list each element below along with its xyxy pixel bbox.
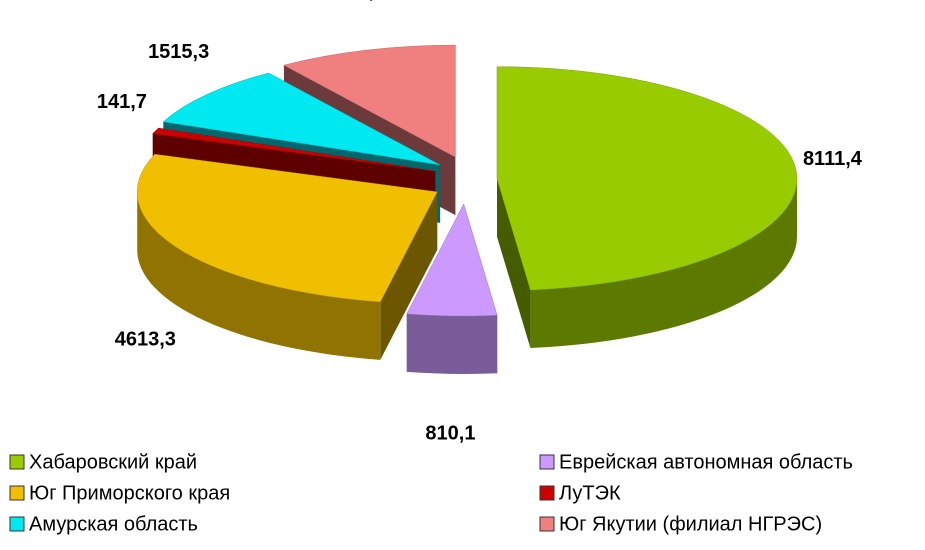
value-label: 141,7 bbox=[97, 91, 147, 113]
slice bbox=[496, 66, 798, 291]
legend-label: ЛуТЭК bbox=[559, 482, 621, 504]
value-label: 1515,3 bbox=[148, 41, 209, 63]
slice-wall bbox=[497, 178, 531, 348]
value-label: 8111,4 bbox=[803, 148, 863, 170]
slice bbox=[406, 203, 498, 317]
legend-swatch bbox=[539, 516, 555, 532]
slice bbox=[162, 72, 441, 166]
slice bbox=[283, 44, 456, 158]
slice bbox=[152, 127, 436, 172]
legend-swatch bbox=[9, 516, 25, 532]
slice-side bbox=[137, 191, 381, 360]
slice-side bbox=[406, 313, 498, 374]
value-label: 1629,5 bbox=[324, 0, 385, 2]
legend-swatch bbox=[9, 485, 25, 501]
slice-side bbox=[530, 178, 797, 348]
legend-label: Юг Якутии (филиал НГРЭС) bbox=[559, 513, 822, 535]
value-label: 4613,3 bbox=[115, 329, 176, 351]
legend-swatch bbox=[9, 454, 25, 470]
legend-label: Еврейская автономная область bbox=[559, 451, 853, 473]
legend-label: Юг Приморского края bbox=[29, 482, 230, 504]
value-label: 810,1 bbox=[425, 423, 475, 445]
legend-label: Амурская область bbox=[29, 513, 198, 535]
legend-swatch bbox=[539, 485, 555, 501]
legend-swatch bbox=[539, 454, 555, 470]
slice bbox=[136, 153, 438, 303]
legend-label: Хабаровский край bbox=[29, 451, 197, 473]
